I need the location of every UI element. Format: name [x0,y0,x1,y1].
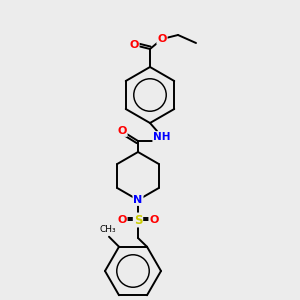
Text: O: O [117,126,127,136]
Text: O: O [149,215,159,225]
Text: N: N [134,195,142,205]
Text: S: S [134,214,142,226]
Text: CH₃: CH₃ [100,225,116,234]
Text: O: O [117,215,127,225]
Text: O: O [157,34,167,44]
Text: NH: NH [153,132,171,142]
Text: O: O [129,40,139,50]
